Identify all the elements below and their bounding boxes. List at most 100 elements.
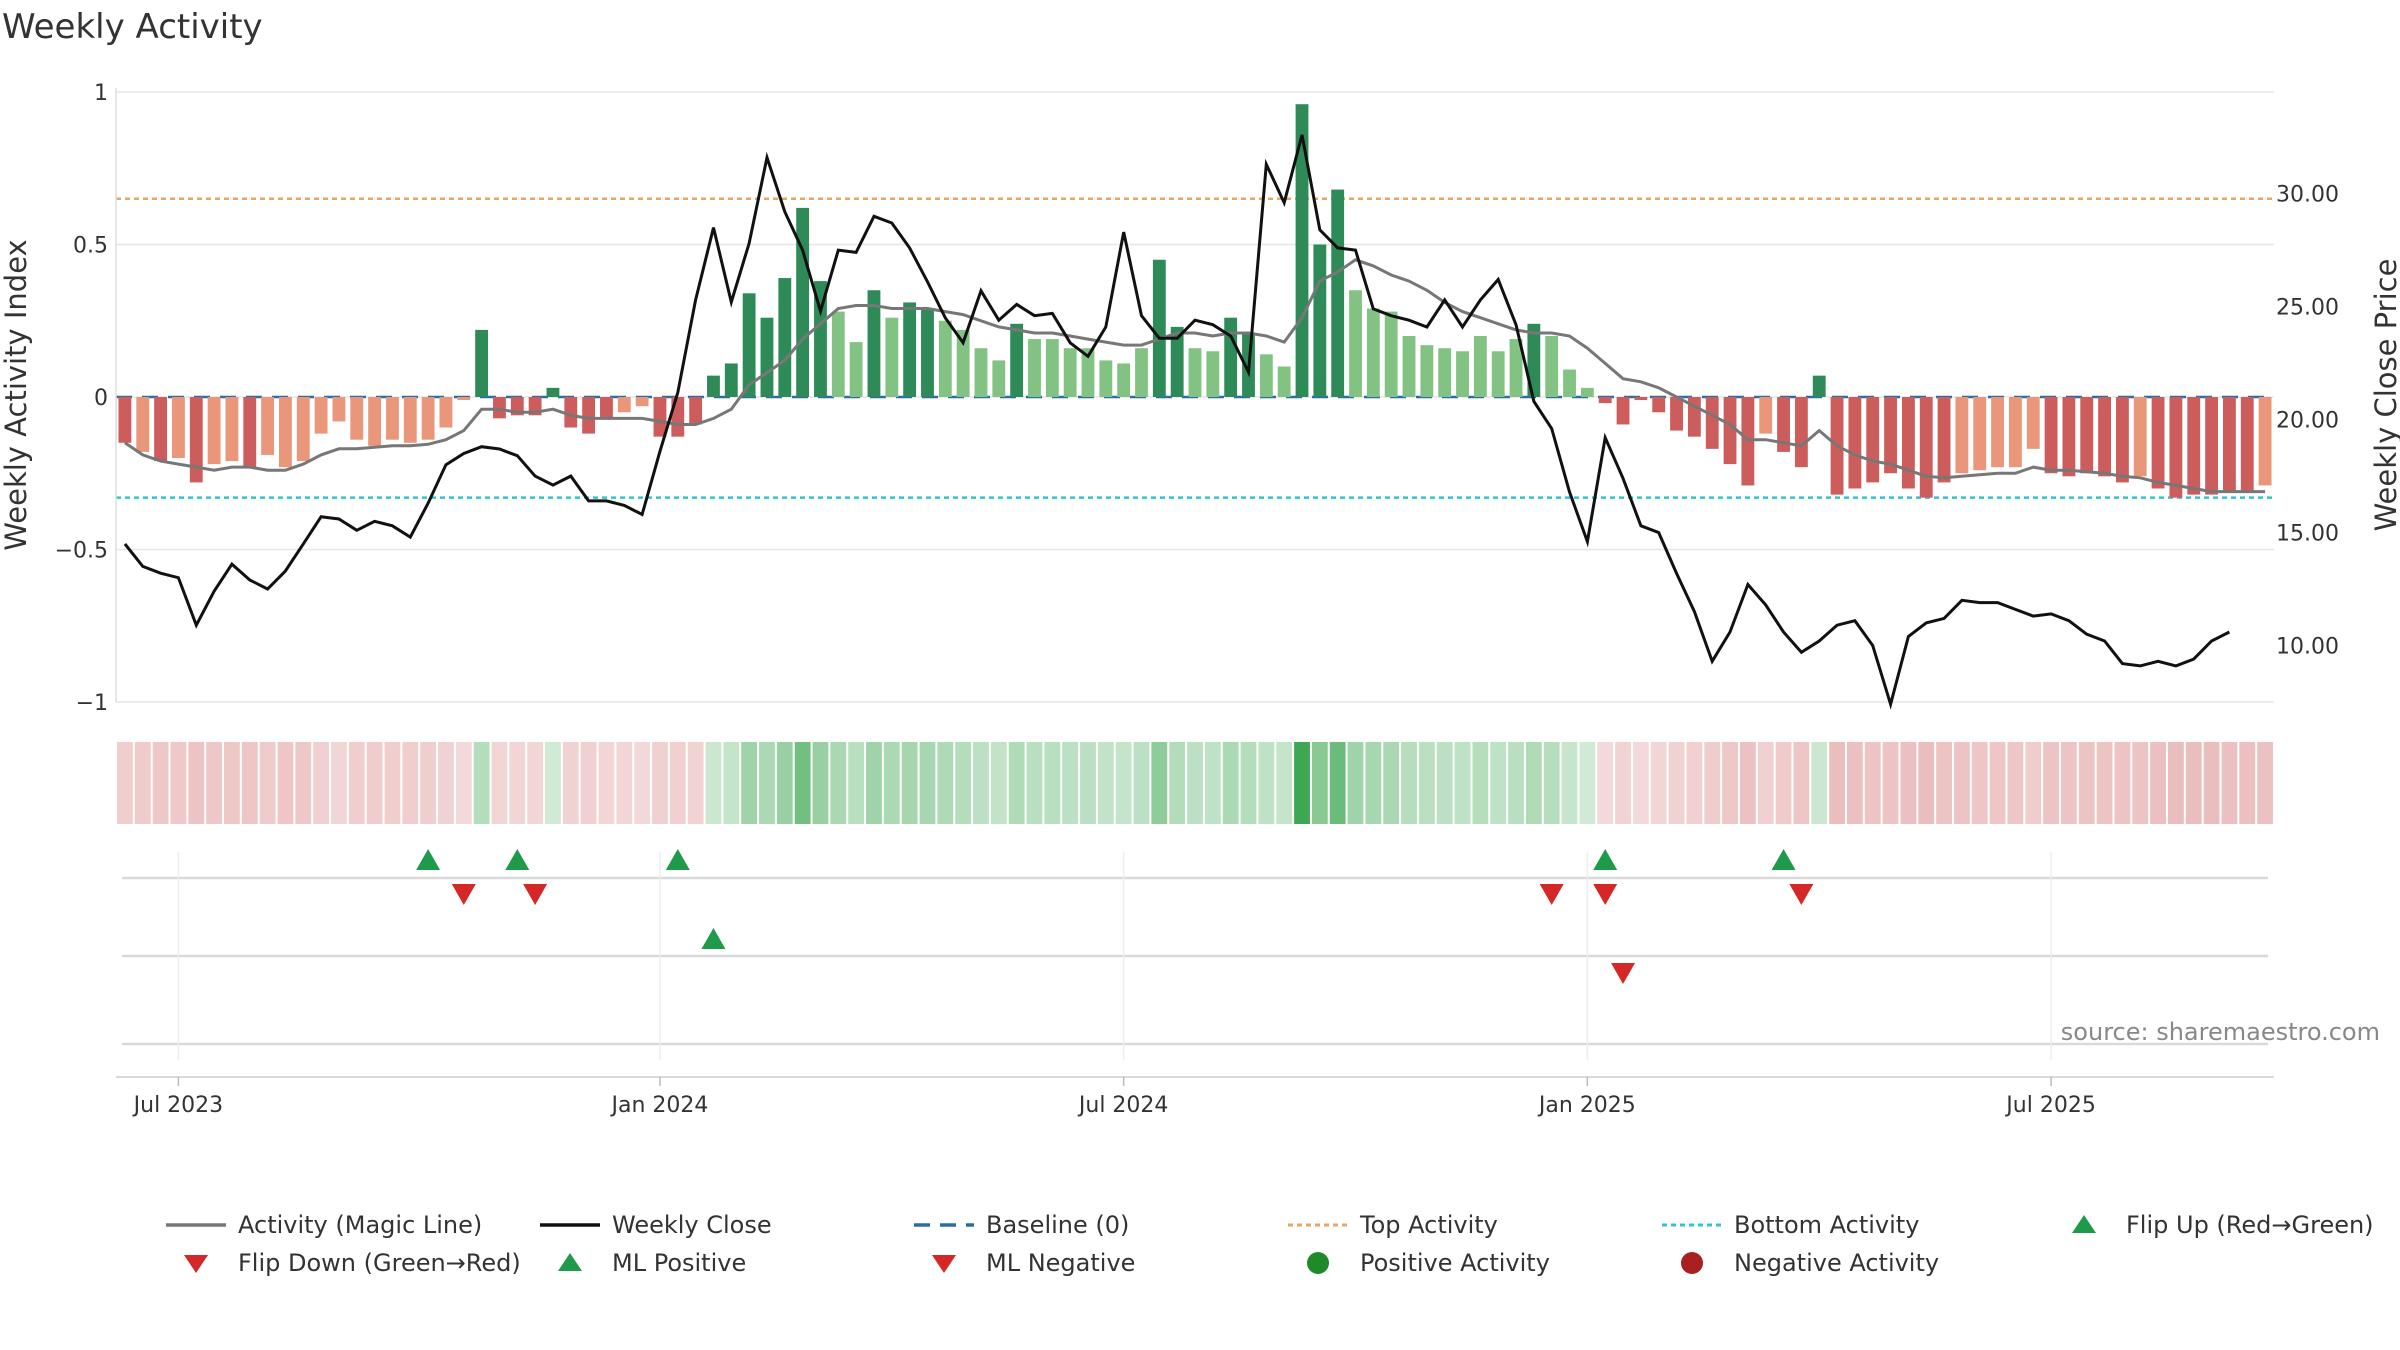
activity-bar xyxy=(2222,397,2236,492)
x-tick-label: Jan 2025 xyxy=(1537,1093,1636,1118)
heat-cell xyxy=(188,742,205,824)
heat-cell xyxy=(652,742,668,824)
activity-bar xyxy=(243,397,257,468)
y-tick-label-right: 25.00 xyxy=(2276,296,2339,321)
activity-bar xyxy=(1349,290,1362,397)
flip-up-marker xyxy=(1771,849,1796,870)
activity-bar xyxy=(635,397,649,407)
activity-bar xyxy=(279,397,292,468)
heat-cell xyxy=(2114,742,2131,824)
activity-bar xyxy=(2258,397,2272,486)
heat-cell xyxy=(705,742,722,824)
activity-bar xyxy=(2187,397,2201,495)
activity-bar xyxy=(1366,308,1380,397)
flip-up-marker xyxy=(505,849,530,870)
heat-cell xyxy=(1133,742,1150,824)
legend-swatch-triangle-down xyxy=(932,1255,956,1273)
activity-bar xyxy=(1973,397,1987,471)
activity-bar xyxy=(118,397,132,443)
activity-bar xyxy=(2080,397,2094,474)
heat-cell xyxy=(580,742,597,824)
heat-cell xyxy=(1418,742,1435,824)
heat-cell xyxy=(562,742,579,824)
heat-cell xyxy=(1739,742,1756,824)
y-tick-label-right: 10.00 xyxy=(2276,635,2339,660)
x-tick-label: Jan 2024 xyxy=(610,1093,709,1118)
activity-bar xyxy=(653,397,667,437)
activity-bar xyxy=(386,397,399,440)
activity-bar xyxy=(2008,397,2022,468)
activity-bar xyxy=(1152,259,1166,397)
heat-cell xyxy=(973,742,989,824)
flip-down-marker xyxy=(451,884,476,905)
legend-label: Bottom Activity xyxy=(1734,1211,1919,1239)
heat-cell xyxy=(1686,742,1703,824)
heat-cell xyxy=(1989,742,2006,824)
activity-bar xyxy=(2026,397,2040,449)
heat-cell xyxy=(1436,742,1453,824)
flip-up-marker xyxy=(1593,849,1618,870)
heat-cell xyxy=(241,742,258,824)
heat-cell xyxy=(455,742,472,824)
heat-cell xyxy=(741,742,758,824)
heat-cell xyxy=(1294,742,1310,824)
series-lines xyxy=(123,134,2266,710)
activity-bar xyxy=(582,397,596,434)
heat-cell xyxy=(1561,742,1578,824)
activity-bar xyxy=(1705,397,1719,449)
activity-bar xyxy=(1901,397,1915,489)
heat-cell xyxy=(1329,742,1346,824)
heat-cell xyxy=(723,742,740,824)
activity-bar xyxy=(1937,397,1951,483)
activity-bar xyxy=(332,397,346,422)
heat-cell xyxy=(1829,742,1845,824)
legend-swatch-triangle-up xyxy=(558,1253,582,1271)
heat-cell xyxy=(1490,742,1507,824)
activity-bar xyxy=(778,278,792,397)
chart-title: Weekly Activity xyxy=(2,7,263,47)
heat-cell xyxy=(937,742,954,824)
heat-cell xyxy=(2043,742,2059,824)
heat-cell xyxy=(1365,742,1382,824)
heat-cell xyxy=(1080,742,1096,824)
activity-bar xyxy=(1848,397,1862,489)
legend-label: Positive Activity xyxy=(1360,1249,1550,1277)
activity-bar xyxy=(689,397,703,425)
heat-cell xyxy=(1062,742,1079,824)
heat-cell xyxy=(2239,742,2256,824)
heat-cell xyxy=(1401,742,1417,824)
activity-bar xyxy=(1117,363,1131,397)
heat-cell xyxy=(2203,742,2220,824)
activity-bar xyxy=(921,308,934,397)
heat-cell xyxy=(616,742,633,824)
activity-bar xyxy=(992,360,1006,397)
y-tick-label-right: 15.00 xyxy=(2276,522,2339,547)
activity-bar xyxy=(617,397,631,413)
activity-bar xyxy=(974,348,988,397)
legend-swatch-circle xyxy=(1307,1252,1329,1274)
heat-cell xyxy=(1240,742,1257,824)
heat-cell xyxy=(2007,742,2024,824)
activity-bar xyxy=(1527,323,1541,397)
heat-cell xyxy=(901,742,918,824)
activity-bar xyxy=(2115,397,2129,483)
heat-cell xyxy=(2185,742,2202,824)
activity-bar xyxy=(1491,351,1505,397)
activity-bar xyxy=(867,290,881,397)
activity-bar xyxy=(172,397,185,458)
activity-bar xyxy=(2098,397,2111,477)
activity-bar xyxy=(136,397,150,452)
activity-bar xyxy=(1670,397,1683,431)
heat-cell xyxy=(759,742,775,824)
activity-bar xyxy=(1991,397,2004,468)
heat-cell xyxy=(206,742,223,824)
heat-cell xyxy=(2257,742,2273,824)
y-axis-title-left: Weekly Activity Index xyxy=(0,239,33,550)
heat-cell xyxy=(170,742,187,824)
axes: 1 0.5 0 −0.5 −1 30.00 25.00 20.00 15.00 10.00 Jul … xyxy=(55,81,2339,1118)
heat-cell xyxy=(1846,742,1863,824)
heat-cell xyxy=(2150,742,2166,824)
heat-cell xyxy=(1454,742,1471,824)
legend-swatch-triangle-up xyxy=(2072,1215,2096,1233)
activity-bar xyxy=(1741,397,1755,486)
